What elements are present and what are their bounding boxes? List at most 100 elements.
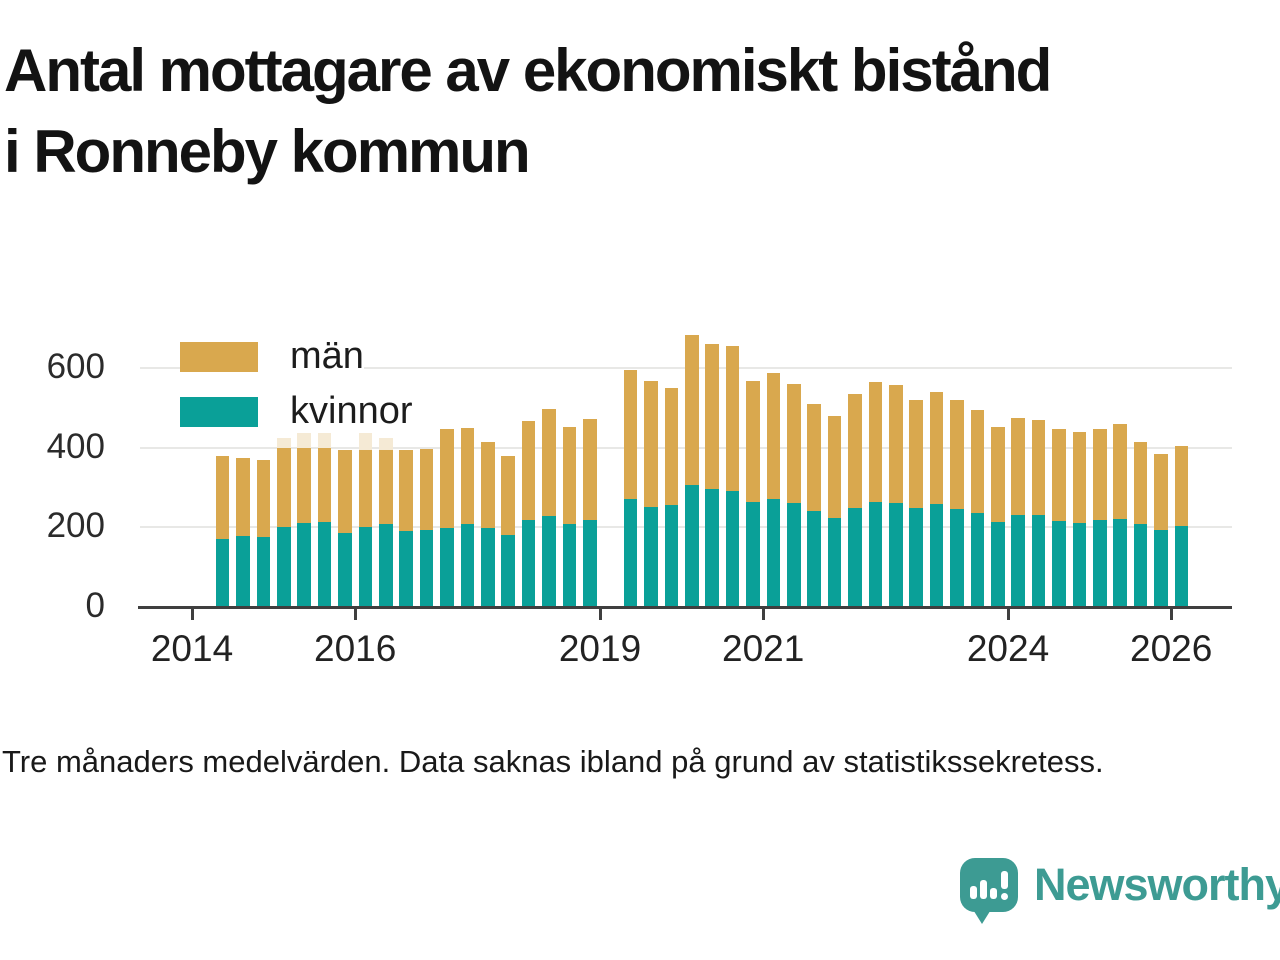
bar-2018-Q2 bbox=[542, 408, 556, 607]
women-segment-2021-Q3 bbox=[807, 510, 821, 607]
women-segment-2019-Q3 bbox=[644, 506, 658, 607]
light-top-2015-Q1 bbox=[277, 438, 291, 449]
y-axis-label-400: 400 bbox=[46, 426, 105, 466]
men-segment-2018-Q1 bbox=[521, 420, 536, 520]
women-segment-2015-Q3 bbox=[317, 522, 332, 607]
bar-2022-Q4 bbox=[909, 399, 923, 607]
men-segment-2023-Q4 bbox=[991, 426, 1005, 523]
x-axis-line bbox=[138, 606, 1232, 609]
women-segment-2022-Q1 bbox=[848, 508, 862, 607]
men-segment-2016-Q4 bbox=[419, 448, 434, 530]
x-axis-label-2016: 2016 bbox=[314, 628, 397, 669]
men-segment-2022-Q1 bbox=[848, 393, 862, 509]
light-top-2015-Q2 bbox=[297, 428, 311, 449]
bar-2025-Q4 bbox=[1154, 453, 1168, 607]
bar-2018-Q1 bbox=[521, 420, 536, 607]
newsworthy-logo: Newsworthy bbox=[960, 858, 1280, 924]
women-segment-2016-Q3 bbox=[399, 530, 413, 607]
men-segment-2014-Q4 bbox=[256, 459, 271, 538]
men-segment-2020-Q4 bbox=[746, 381, 760, 503]
women-segment-2021-Q1 bbox=[766, 498, 781, 607]
light-top-2015-Q3 bbox=[317, 430, 332, 449]
men-segment-2023-Q2 bbox=[950, 399, 964, 509]
bar-2015-Q2 bbox=[297, 428, 311, 607]
legend-item-women: kvinnor bbox=[180, 390, 413, 433]
legend-item-men: män bbox=[180, 335, 364, 378]
men-segment-2018-Q2 bbox=[542, 408, 556, 517]
men-segment-2016-Q3 bbox=[399, 449, 413, 531]
legend-label-women: kvinnor bbox=[290, 390, 413, 432]
x-axis-label-2026: 2026 bbox=[1130, 628, 1213, 669]
bar-2022-Q1 bbox=[848, 393, 862, 607]
women-segment-2018-Q2 bbox=[542, 516, 556, 607]
x-axis-label-2024: 2024 bbox=[966, 628, 1050, 669]
x-tick-2016 bbox=[353, 609, 357, 620]
men-segment-2025-Q4 bbox=[1154, 453, 1168, 531]
bar-2014-Q2 bbox=[215, 455, 230, 607]
bar-2020-Q2 bbox=[705, 343, 719, 607]
logo-exclamation-bar bbox=[1001, 871, 1008, 889]
women-segment-2022-Q4 bbox=[909, 508, 923, 607]
bar-2018-Q3 bbox=[562, 426, 577, 607]
men-segment-2017-Q1 bbox=[440, 429, 454, 528]
women-segment-2024-Q4 bbox=[1072, 522, 1087, 607]
women-segment-2023-Q1 bbox=[929, 504, 944, 607]
bar-2021-Q2 bbox=[787, 383, 801, 607]
light-top-2016-Q1 bbox=[358, 431, 373, 450]
speech-bubble-tail bbox=[972, 908, 992, 924]
women-segment-2019-Q2 bbox=[623, 498, 638, 607]
bar-2016-Q3 bbox=[399, 449, 413, 607]
men-segment-2020-Q3 bbox=[725, 345, 740, 492]
bar-2015-Q3 bbox=[317, 430, 332, 607]
men-segment-2014-Q3 bbox=[236, 458, 250, 537]
men-segment-2017-Q2 bbox=[460, 428, 475, 524]
men-segment-2015-Q4 bbox=[338, 450, 352, 533]
men-segment-2024-Q4 bbox=[1072, 432, 1087, 523]
women-segment-2025-Q1 bbox=[1093, 520, 1107, 607]
men-segment-2024-Q2 bbox=[1031, 419, 1046, 516]
bar-2019-Q3 bbox=[644, 381, 658, 607]
men-segment-2017-Q3 bbox=[481, 442, 495, 529]
men-segment-2017-Q4 bbox=[501, 456, 515, 536]
men-segment-2025-Q3 bbox=[1133, 441, 1148, 525]
women-segment-2014-Q4 bbox=[256, 537, 271, 607]
bar-2021-Q3 bbox=[807, 403, 821, 607]
y-axis-label-0: 0 bbox=[85, 586, 105, 625]
men-segment-2015-Q3 bbox=[317, 448, 332, 523]
bar-2023-Q3 bbox=[970, 409, 985, 607]
men-segment-2026-Q1 bbox=[1174, 445, 1189, 527]
men-segment-2023-Q3 bbox=[970, 409, 985, 513]
bar-2016-Q4 bbox=[419, 448, 434, 607]
women-segment-2017-Q2 bbox=[460, 523, 475, 607]
women-segment-2023-Q2 bbox=[950, 508, 964, 607]
bar-2015-Q4 bbox=[338, 450, 352, 607]
legend-label-men: män bbox=[290, 335, 364, 377]
men-segment-2024-Q1 bbox=[1011, 417, 1025, 516]
men-segment-2025-Q2 bbox=[1113, 423, 1127, 520]
bar-2026-Q1 bbox=[1174, 445, 1189, 607]
men-segment-2021-Q1 bbox=[766, 372, 781, 499]
women-segment-2018-Q1 bbox=[521, 519, 536, 607]
chart-title: Antal mottagare av ekonomiskt bistånd i … bbox=[4, 30, 1276, 192]
men-segment-2022-Q3 bbox=[889, 384, 903, 503]
men-segment-2021-Q3 bbox=[807, 403, 821, 511]
women-segment-2025-Q4 bbox=[1154, 530, 1168, 607]
bar-2016-Q1 bbox=[358, 431, 373, 607]
bar-2022-Q2 bbox=[868, 381, 883, 607]
bar-2018-Q4 bbox=[583, 418, 597, 607]
men-segment-2019-Q3 bbox=[644, 381, 658, 507]
bar-2019-Q4 bbox=[664, 387, 679, 607]
bar-2021-Q4 bbox=[827, 415, 842, 607]
men-segment-2018-Q3 bbox=[562, 426, 577, 524]
men-segment-2024-Q3 bbox=[1052, 428, 1066, 521]
women-segment-2025-Q2 bbox=[1113, 519, 1127, 607]
women-segment-2017-Q3 bbox=[481, 528, 495, 607]
bar-2024-Q1 bbox=[1011, 417, 1025, 607]
bar-2023-Q4 bbox=[991, 426, 1005, 607]
women-segment-2017-Q4 bbox=[501, 535, 515, 607]
bar-2020-Q1 bbox=[685, 335, 699, 607]
men-color-swatch bbox=[180, 341, 258, 372]
bar-2021-Q1 bbox=[766, 372, 781, 607]
chart-footnote: Tre månaders medelvärden. Data saknas ib… bbox=[2, 744, 1104, 779]
